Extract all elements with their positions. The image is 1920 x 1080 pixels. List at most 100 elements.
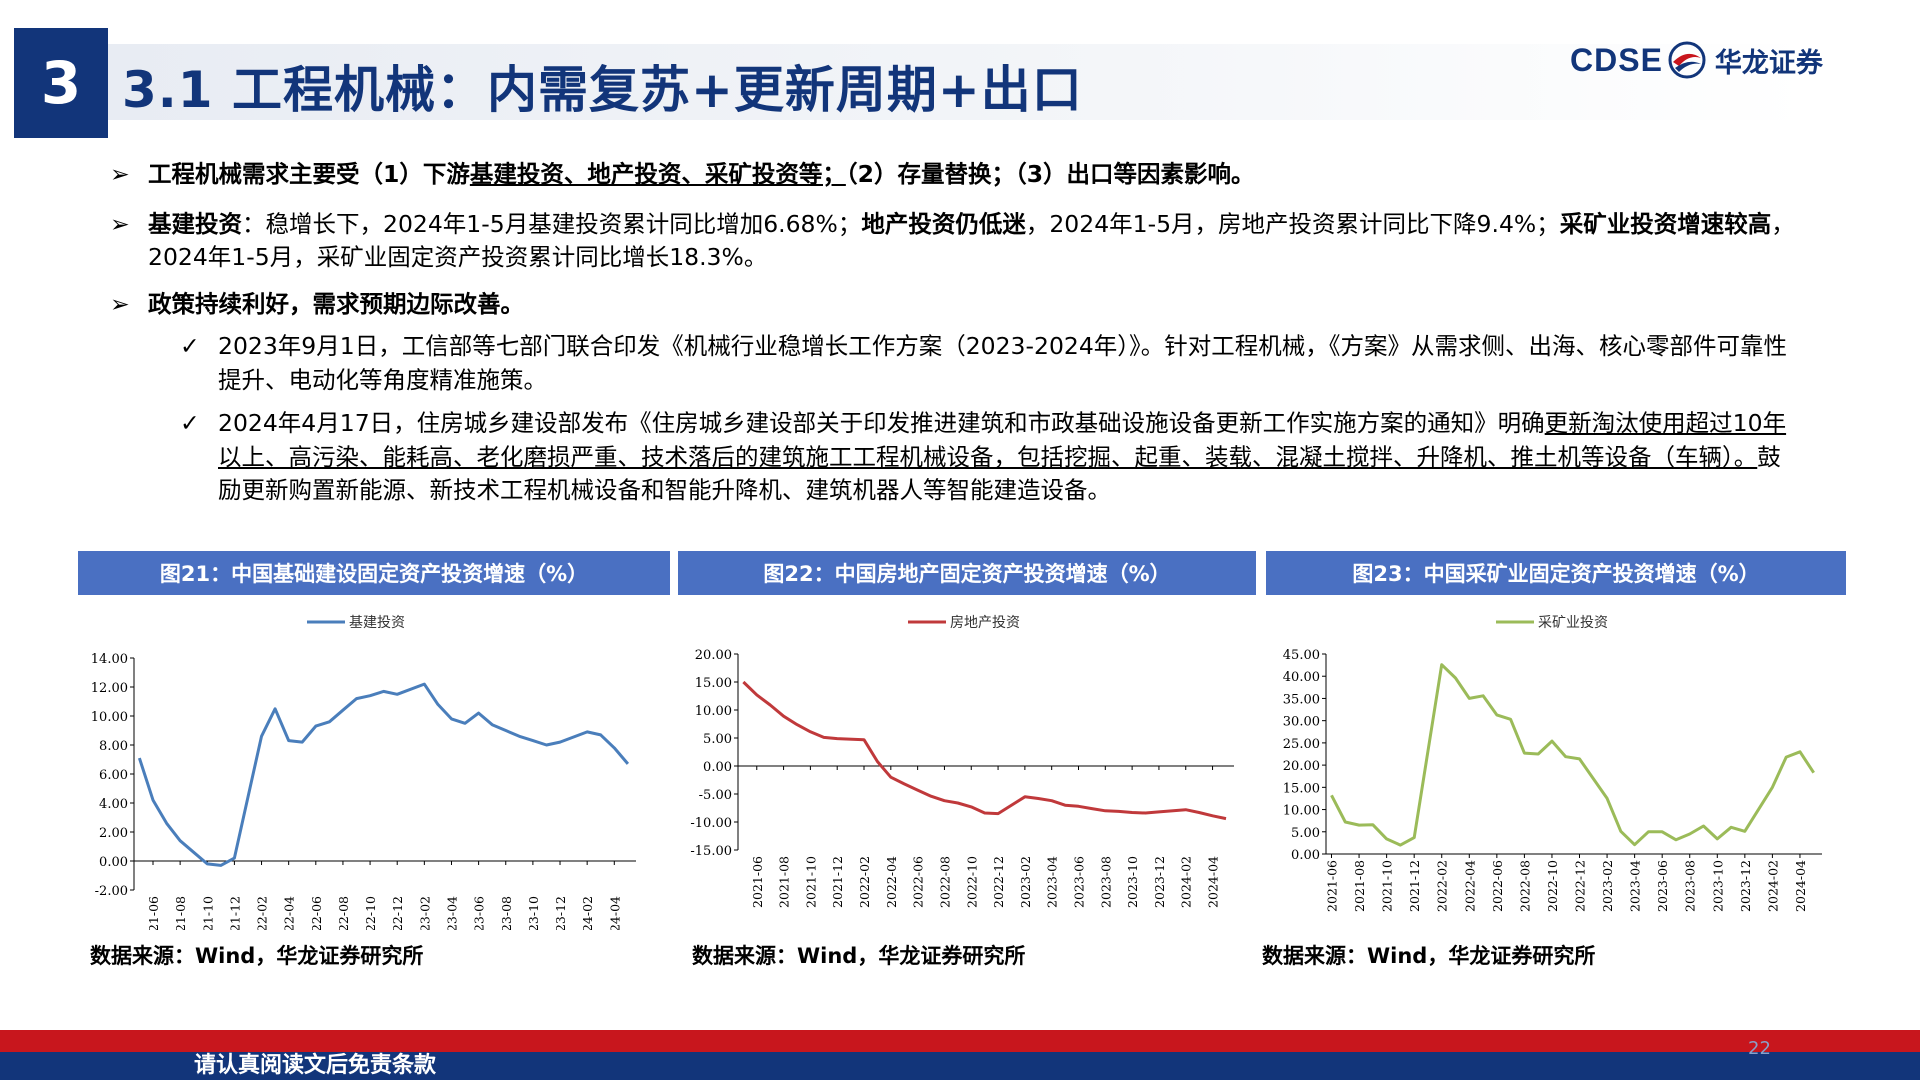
y-tick-label: 5.00: [1291, 826, 1320, 841]
y-tick-label: 10.00: [695, 704, 732, 719]
y-tick-label: 14.00: [91, 652, 128, 667]
x-tick-label: 2023-02: [417, 896, 432, 930]
x-tick-label: 2021-08: [173, 896, 188, 930]
x-tick-label: 2023-10: [1125, 856, 1140, 908]
x-tick-label: 2022-04: [1462, 860, 1477, 912]
page-title: 3.1 工程机械：内需复苏+更新周期+出口: [122, 61, 1083, 119]
y-tick-label: 20.00: [1283, 759, 1320, 774]
x-tick-label: 2023-12: [1152, 856, 1167, 908]
x-tick-label: 2023-04: [1045, 856, 1060, 908]
x-tick-label: 2022-08: [937, 856, 952, 908]
bullet-text-part: ，2024年1-5月，房地产投资累计同比下降9.4%；: [1025, 210, 1560, 238]
x-tick-label: 2023-12: [1738, 860, 1753, 912]
y-tick-label: 8.00: [99, 739, 128, 754]
x-tick-label: 2023-10: [526, 896, 541, 930]
x-tick-label: 2023-08: [499, 896, 514, 930]
x-tick-label: 2023-02: [1018, 856, 1033, 908]
page-number: 22: [1748, 1038, 1771, 1059]
footer-blue-band: [0, 1052, 1920, 1080]
x-tick-label: 2022-10: [363, 896, 378, 930]
y-tick-label: 2.00: [99, 826, 128, 841]
x-tick-label: 2021-12: [227, 896, 242, 930]
x-tick-label: 2023-06: [1655, 860, 1670, 912]
bullet-text-part: ，2024年1-5月，采矿业固定资产投资累计同比增长18.3%。: [148, 210, 1795, 271]
bullet-demand-drivers: ➢ 工程机械需求主要受（1）下游基建投资、地产投资、采矿投资等；（2）存量替换；…: [110, 158, 1810, 191]
bullet-text: 基建投资：稳增长下，2024年1-5月基建投资累计同比增加6.68%；地产投资仍…: [148, 208, 1810, 274]
x-tick-label: 2024-02: [1179, 856, 1194, 908]
chart-3-source: 数据来源：Wind，华龙证券研究所: [1262, 944, 1596, 968]
logo-cn-text: 华龙证券: [1714, 47, 1823, 79]
x-tick-label: 2023-10: [1710, 860, 1725, 912]
y-tick-label: 35.00: [1283, 692, 1320, 707]
x-tick-label: 2022-06: [309, 896, 324, 930]
x-tick-label: 2021-06: [1325, 860, 1340, 912]
legend-label: 采矿业投资: [1538, 615, 1608, 631]
x-tick-label: 2021-12: [1407, 860, 1422, 912]
x-tick-label: 2024-02: [580, 896, 595, 930]
y-tick-label: 0.00: [99, 855, 128, 870]
x-tick-label: 2022-10: [964, 856, 979, 908]
y-tick-label: 30.00: [1283, 715, 1320, 730]
check-icon: ✓: [180, 409, 200, 437]
sub-bullet-text: 2024年4月17日，住房城乡建设部发布《住房城乡建设部关于印发推进建筑和市政基…: [218, 407, 1800, 508]
x-tick-label: 2021-12: [830, 856, 845, 908]
logo-en-text: CDSE: [1570, 41, 1663, 78]
y-tick-label: 20.00: [695, 648, 732, 663]
x-tick-label: 2022-04: [884, 856, 899, 908]
bullet-investment: ➢ 基建投资：稳增长下，2024年1-5月基建投资累计同比增加6.68%；地产投…: [110, 208, 1810, 274]
y-tick-label: 15.00: [695, 676, 732, 691]
bullet-text-part: 工程机械需求主要受（1）下游: [148, 160, 470, 188]
x-tick-label: 2023-12: [553, 896, 568, 930]
x-tick-label: 2022-02: [255, 896, 270, 930]
y-tick-label: 6.00: [99, 768, 128, 783]
footer-disclaimer-link[interactable]: 请认真阅读文后免责条款: [194, 1053, 437, 1078]
x-tick-label: 2023-06: [472, 896, 487, 930]
x-tick-label: 2022-12: [1573, 860, 1588, 912]
series-line: [1330, 663, 1815, 847]
series-line: [742, 680, 1227, 821]
x-tick-label: 2024-04: [1793, 860, 1808, 912]
x-tick-label: 2023-04: [444, 896, 459, 930]
series-line: [137, 682, 630, 867]
bullet-text-part: ：稳增长下，2024年1-5月基建投资累计同比增加6.68%；: [242, 210, 862, 238]
y-tick-label: 0.00: [1291, 848, 1320, 863]
x-tick-label: 2021-10: [1380, 860, 1395, 912]
y-tick-label: -5.00: [699, 788, 732, 803]
x-tick-label: 2022-06: [911, 856, 926, 908]
y-tick-label: 0.00: [703, 760, 732, 775]
y-tick-label: 5.00: [703, 732, 732, 747]
bullet-text: 政策持续利好，需求预期边际改善。: [148, 290, 524, 318]
chart-infrastructure-investment: 基建投资 -2.00 0.00 2.00 4.00 6.00 8.00 10.00 12.00 1…: [91, 614, 636, 930]
bullet-text-part: （2）存量替换；（3）出口等因素影响。: [845, 160, 1255, 188]
bullet-policy: ➢ 政策持续利好，需求预期边际改善。: [110, 288, 1810, 321]
chart-1-header: 图21：中国基础建设固定资产投资增速（%）: [78, 551, 670, 595]
sub-bullet-text-part: 鼓励更新购置新能源、新技术工程机械设备和智能升降机、建筑机器人等智能建造设备。: [218, 442, 1781, 505]
sub-bullet-text-part: 2024年4月17日，住房城乡建设部发布《住房城乡建设部关于印发推进建筑和市政基…: [218, 409, 1545, 437]
x-tick-label: 2021-10: [803, 856, 818, 908]
sub-bullet-policy-2: ✓ 2024年4月17日，住房城乡建设部发布《住房城乡建设部关于印发推进建筑和市…: [180, 407, 1800, 508]
chart-real-estate-investment: 房地产投资 -15.00 -10.00 -5.00 0.00 5.00 10.00 15.00…: [690, 615, 1234, 908]
x-tick-label: 2022-10: [1545, 860, 1560, 912]
x-tick-label: 2021-08: [1352, 860, 1367, 912]
x-tick-label: 2021-10: [200, 896, 215, 930]
bullet-text-underlined: 基建投资、地产投资、采矿投资等；: [469, 160, 846, 188]
x-tick-label: 2021-06: [750, 856, 765, 908]
x-tick-label: 2023-02: [1600, 860, 1615, 912]
sub-bullet-policy-1: ✓ 2023年9月1日，工信部等七部门联合印发《机械行业稳增长工作方案（2023…: [180, 330, 1800, 397]
chart-2-header: 图22：中国房地产固定资产投资增速（%）: [678, 551, 1256, 595]
chart-mining-investment: 采矿业投资 0.00 5.00 10.00 15.00 20.00 25.00 30.00 35…: [1283, 615, 1822, 912]
y-tick-label: -10.00: [690, 816, 732, 831]
x-tick-label: 2021-06: [146, 896, 161, 930]
title-bar: [108, 44, 1808, 120]
x-tick-label: 2022-08: [1517, 860, 1532, 912]
x-tick-label: 2022-04: [282, 896, 297, 930]
x-tick-label: 2023-08: [1098, 856, 1113, 908]
arrow-bullet-icon: ➢: [110, 210, 130, 238]
x-tick-label: 2022-02: [1435, 860, 1450, 912]
x-tick-label: 2022-02: [857, 856, 872, 908]
y-tick-label: 45.00: [1283, 648, 1320, 663]
legend-label: 房地产投资: [950, 615, 1020, 631]
x-tick-label: 2022-12: [390, 896, 405, 930]
x-tick-label: 2023-08: [1683, 860, 1698, 912]
y-tick-label: 40.00: [1283, 670, 1320, 685]
